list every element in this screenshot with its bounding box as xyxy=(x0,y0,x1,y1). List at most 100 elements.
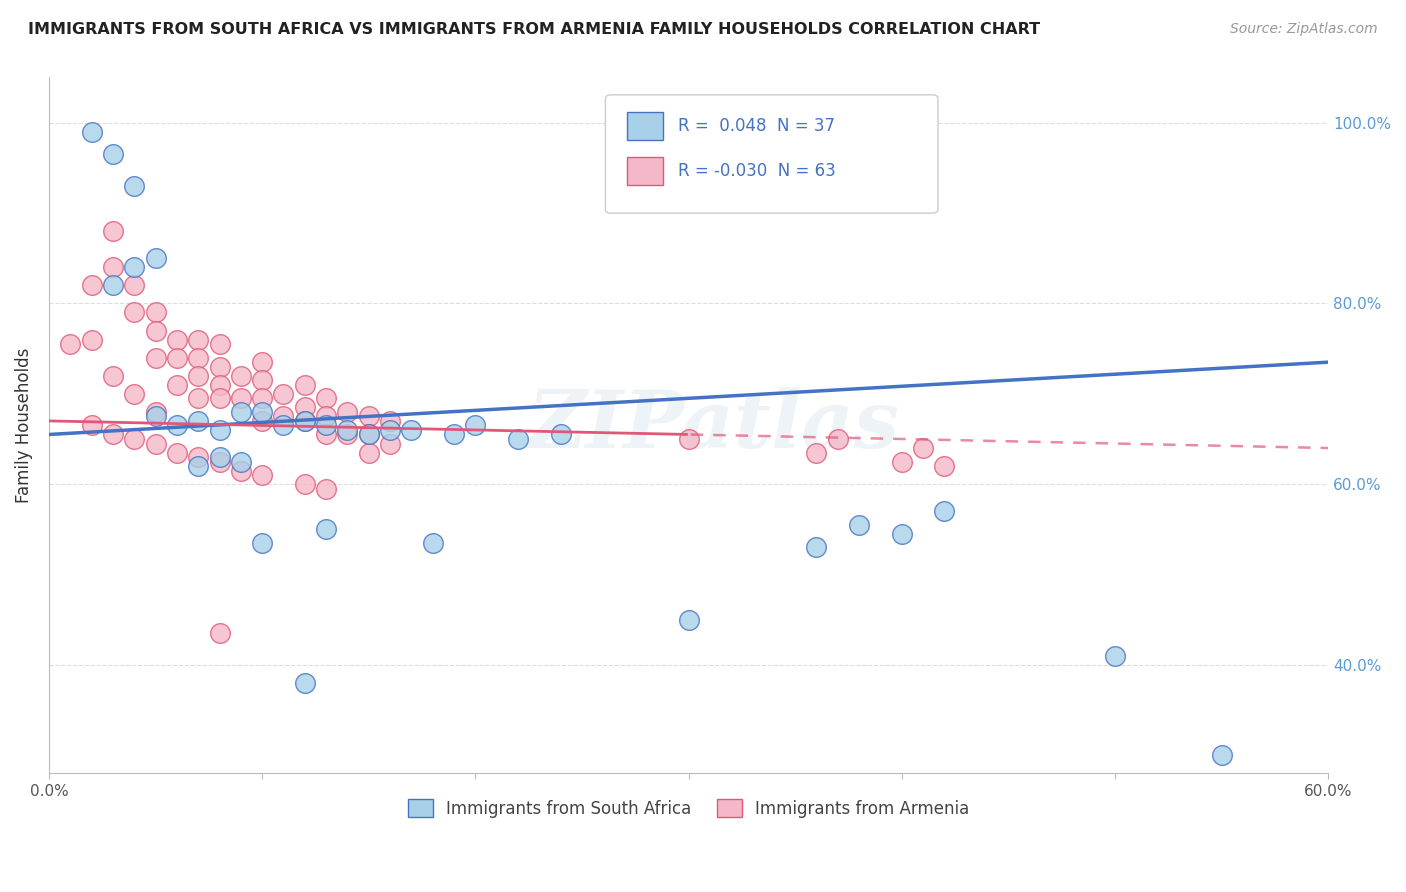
Text: R =  0.048  N = 37: R = 0.048 N = 37 xyxy=(678,117,835,136)
Point xyxy=(187,392,209,406)
Point xyxy=(187,450,209,464)
Point xyxy=(122,386,145,401)
Point xyxy=(208,377,231,392)
Point xyxy=(229,368,252,383)
Point xyxy=(315,482,337,496)
Point xyxy=(378,414,401,428)
Point xyxy=(208,337,231,351)
Point xyxy=(187,333,209,347)
Point xyxy=(890,454,912,468)
Point xyxy=(294,414,316,428)
Point xyxy=(187,351,209,365)
Point xyxy=(315,522,337,536)
Point xyxy=(294,401,316,415)
Point xyxy=(827,432,849,446)
Point xyxy=(294,377,316,392)
Point xyxy=(101,368,124,383)
Point xyxy=(187,459,209,474)
Point xyxy=(166,418,188,433)
Point xyxy=(315,418,337,433)
FancyBboxPatch shape xyxy=(627,158,664,186)
Point xyxy=(80,418,103,433)
Point xyxy=(80,278,103,293)
Point xyxy=(80,333,103,347)
Point xyxy=(336,423,359,437)
Point xyxy=(294,414,316,428)
Point xyxy=(187,414,209,428)
Point xyxy=(336,427,359,442)
Point xyxy=(422,536,444,550)
Point xyxy=(550,427,572,442)
Point xyxy=(848,517,870,532)
FancyBboxPatch shape xyxy=(606,95,938,213)
Text: IMMIGRANTS FROM SOUTH AFRICA VS IMMIGRANTS FROM ARMENIA FAMILY HOUSEHOLDS CORREL: IMMIGRANTS FROM SOUTH AFRICA VS IMMIGRAN… xyxy=(28,22,1040,37)
Point xyxy=(273,418,295,433)
Point xyxy=(208,450,231,464)
Point xyxy=(506,432,529,446)
Point xyxy=(678,432,700,446)
Point xyxy=(122,260,145,275)
Point xyxy=(315,427,337,442)
Point xyxy=(166,445,188,459)
Point xyxy=(145,351,167,365)
Point xyxy=(806,541,828,555)
Point xyxy=(101,278,124,293)
Point xyxy=(166,351,188,365)
Point xyxy=(250,468,273,483)
Point xyxy=(250,355,273,369)
Point xyxy=(166,377,188,392)
Point xyxy=(357,427,380,442)
Point xyxy=(101,147,124,161)
Text: ZIPatlas: ZIPatlas xyxy=(529,387,900,464)
Point xyxy=(229,454,252,468)
Point xyxy=(464,418,486,433)
Point xyxy=(890,527,912,541)
Point xyxy=(229,392,252,406)
Point xyxy=(101,260,124,275)
Point xyxy=(273,386,295,401)
Point xyxy=(208,454,231,468)
Point xyxy=(166,333,188,347)
Point xyxy=(229,464,252,478)
Point xyxy=(145,405,167,419)
Point xyxy=(250,414,273,428)
Point xyxy=(145,436,167,450)
Point xyxy=(934,504,956,518)
Point xyxy=(250,405,273,419)
Point xyxy=(59,337,82,351)
Point xyxy=(250,392,273,406)
Point xyxy=(378,436,401,450)
Point xyxy=(101,427,124,442)
FancyBboxPatch shape xyxy=(627,112,664,140)
Point xyxy=(208,359,231,374)
Point xyxy=(1104,648,1126,663)
Point xyxy=(934,459,956,474)
Point xyxy=(208,392,231,406)
Point xyxy=(378,423,401,437)
Point xyxy=(678,613,700,627)
Point xyxy=(336,405,359,419)
Point xyxy=(294,477,316,491)
Point xyxy=(145,409,167,424)
Point xyxy=(912,441,935,455)
Point xyxy=(273,409,295,424)
Legend: Immigrants from South Africa, Immigrants from Armenia: Immigrants from South Africa, Immigrants… xyxy=(401,793,976,824)
Point xyxy=(208,423,231,437)
Point xyxy=(122,278,145,293)
Point xyxy=(357,445,380,459)
Point xyxy=(145,251,167,265)
Point xyxy=(443,427,465,442)
Point xyxy=(315,409,337,424)
Point xyxy=(294,676,316,690)
Text: Source: ZipAtlas.com: Source: ZipAtlas.com xyxy=(1230,22,1378,37)
Point xyxy=(187,368,209,383)
Point xyxy=(229,405,252,419)
Point xyxy=(122,432,145,446)
Point xyxy=(145,324,167,338)
Text: R = -0.030  N = 63: R = -0.030 N = 63 xyxy=(678,162,837,180)
Point xyxy=(208,626,231,640)
Point xyxy=(806,445,828,459)
Point xyxy=(315,392,337,406)
Point xyxy=(145,305,167,319)
Point xyxy=(401,423,423,437)
